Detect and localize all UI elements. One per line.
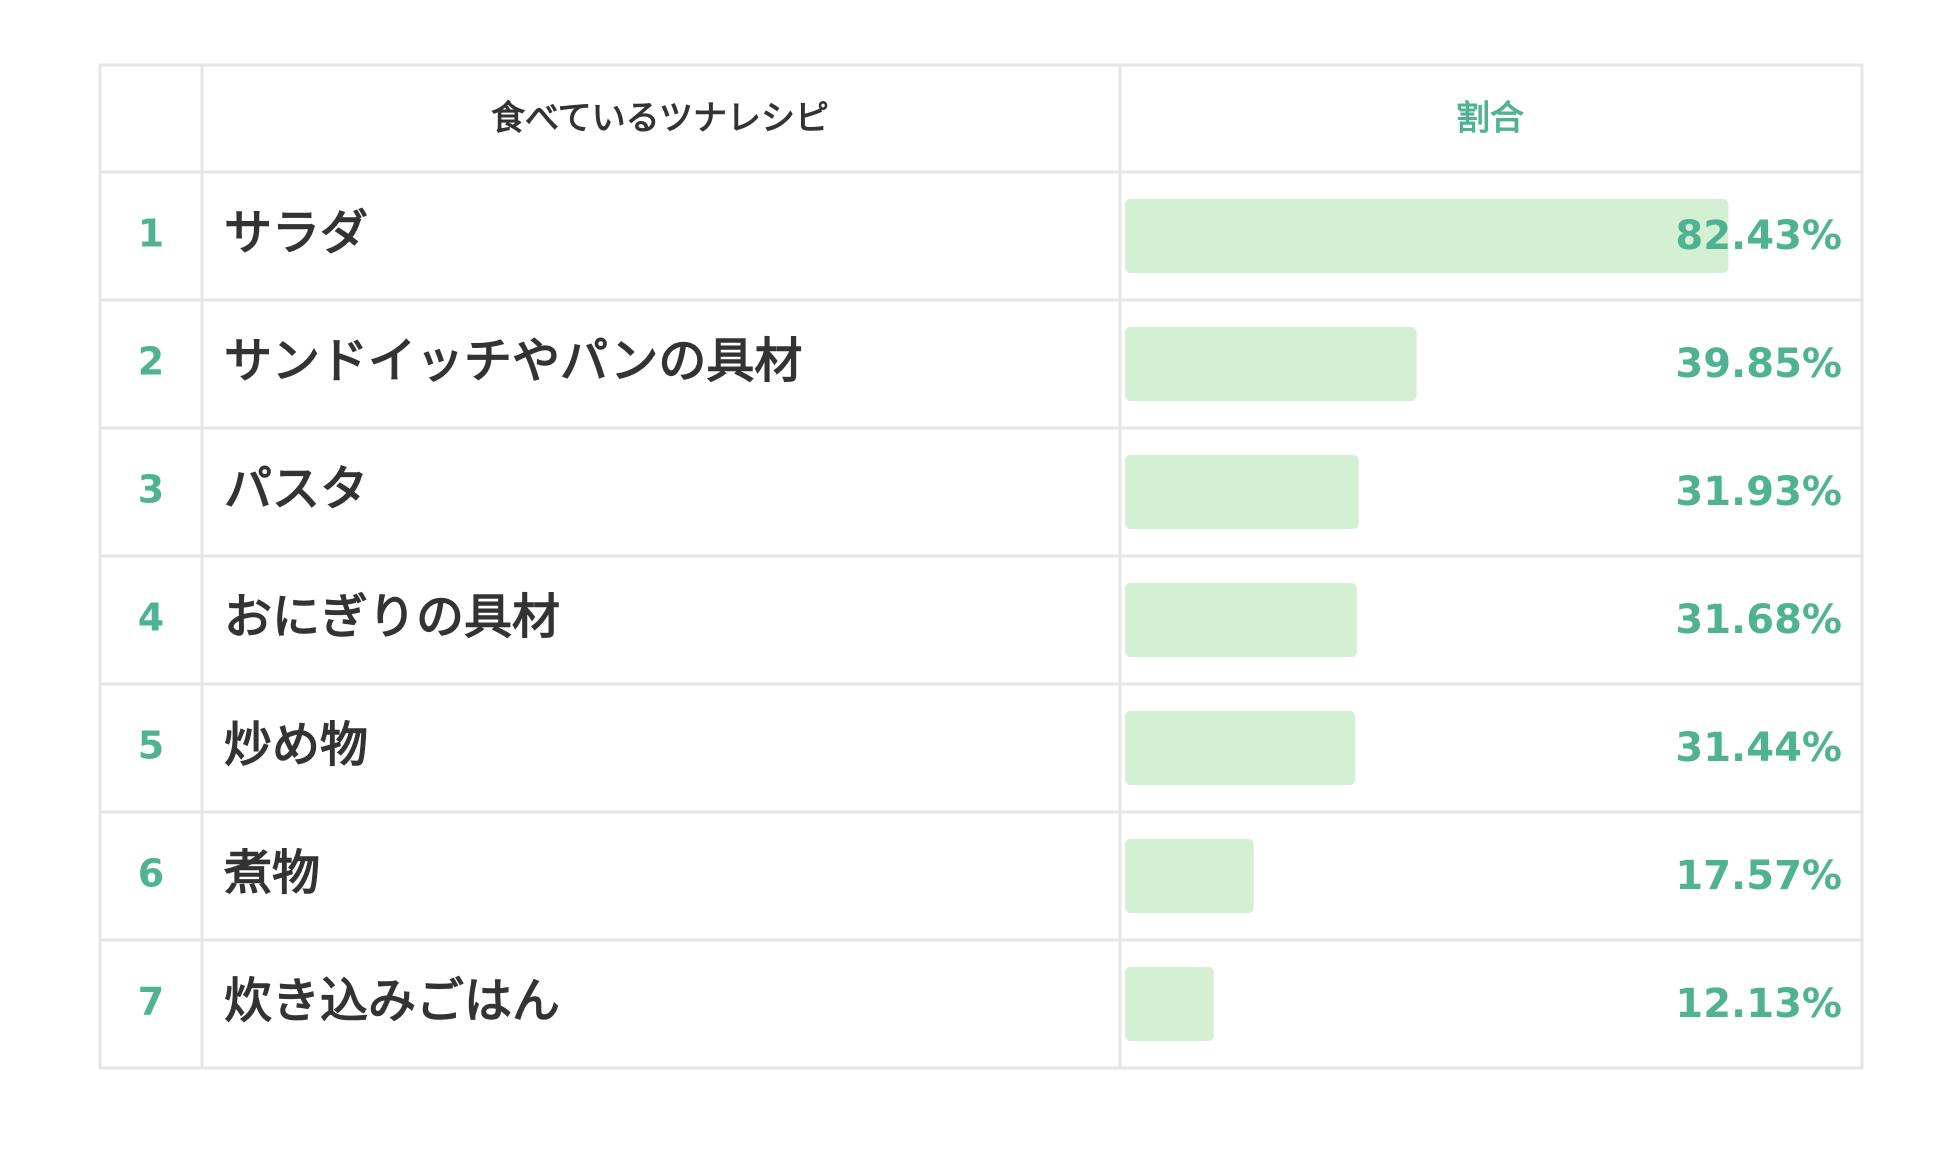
bar — [1125, 455, 1359, 529]
table-border — [98, 63, 1864, 1070]
bar — [1125, 839, 1254, 913]
recipe-label: サラダ — [224, 205, 368, 261]
table-rows: 1 サラダ 82.43% 2 サンドイッチやパンの具材 39.85% 3 パスタ 31.93% 4… — [138, 205, 1842, 1029]
value-label: 12.13% — [1675, 981, 1842, 1027]
rank-number: 1 — [138, 212, 164, 256]
rank-number: 3 — [138, 468, 164, 512]
header-recipe-label: 食べているツナレシピ — [491, 99, 829, 139]
table-grid — [98, 63, 1864, 1070]
value-label: 17.57% — [1675, 853, 1842, 899]
rank-number: 4 — [138, 596, 164, 640]
recipe-label: パスタ — [224, 461, 368, 517]
rank-number: 7 — [138, 980, 164, 1024]
bar — [1125, 711, 1356, 785]
recipe-label: 炊き込みごはん — [224, 973, 560, 1029]
bar — [1125, 327, 1417, 401]
value-label: 82.43% — [1675, 213, 1842, 259]
bar — [1125, 199, 1729, 273]
bar-series — [1125, 199, 1729, 1041]
bar — [1125, 583, 1357, 657]
rank-number: 5 — [138, 724, 164, 768]
value-label: 31.44% — [1675, 725, 1842, 771]
recipe-label: サンドイッチやパンの具材 — [224, 333, 802, 389]
recipe-label: 煮物 — [223, 845, 320, 901]
table-header: 食べているツナレシピ 割合 — [491, 99, 1524, 139]
rank-number: 2 — [138, 340, 164, 384]
value-label: 31.93% — [1675, 469, 1842, 515]
recipe-label: おにぎりの具材 — [224, 589, 560, 645]
value-label: 39.85% — [1675, 341, 1842, 387]
recipe-label: 炒め物 — [224, 717, 368, 773]
value-label: 31.68% — [1675, 597, 1842, 643]
bar — [1125, 967, 1214, 1041]
header-ratio-label: 割合 — [1456, 99, 1524, 139]
rank-number: 6 — [138, 852, 164, 896]
